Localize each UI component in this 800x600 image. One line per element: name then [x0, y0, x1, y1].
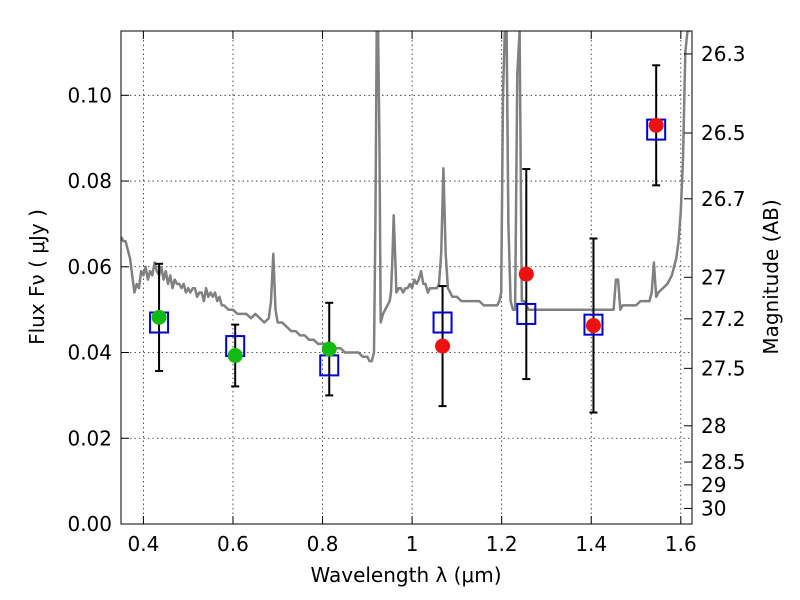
- y-axis-title: Flux Fν ( μJy ): [25, 209, 49, 345]
- y-tick-label: 0.00: [67, 512, 112, 536]
- y-tick-label: 0.06: [67, 255, 112, 279]
- model-flux-box: [583, 313, 604, 336]
- right-tick-label: 27.5: [701, 356, 746, 380]
- y-tick-label: 0.02: [67, 426, 112, 450]
- optical-observed-point: [321, 341, 337, 357]
- right-tick-label: 27: [701, 265, 726, 289]
- x-tick-label: 1.4: [575, 532, 607, 556]
- right-tick-label: 30: [701, 496, 726, 520]
- x-tick-label: 0.8: [307, 532, 339, 556]
- x-tick-label: 1: [406, 532, 419, 556]
- ir-observed-point: [518, 266, 534, 282]
- y-tick-labels: 0.00 0.02 0.04 0.06 0.08 0.10: [67, 83, 112, 536]
- model-flux-box: [516, 302, 537, 325]
- right-tick-label: 26.5: [701, 121, 746, 145]
- x-tick-label: 0.6: [217, 532, 249, 556]
- right-tick-label: 28: [701, 414, 726, 438]
- right-tick-label: 28.5: [701, 450, 746, 474]
- plot-frame: [120, 30, 693, 525]
- ir-observed-point: [585, 318, 601, 334]
- y-tick-label: 0.10: [67, 83, 112, 107]
- optical-observed-point: [151, 309, 167, 325]
- right-tick-label: 29: [701, 473, 726, 497]
- model-spectrum-line: [121, 31, 690, 363]
- right-tick-label: 26.7: [701, 187, 746, 211]
- x-tick-label: 1.2: [486, 532, 518, 556]
- ir-observed-point: [648, 117, 664, 133]
- model-flux-box: [432, 311, 453, 334]
- x-tick-label: 1.6: [665, 532, 697, 556]
- y-tick-label: 0.04: [67, 341, 112, 365]
- x-tick-label: 0.4: [127, 532, 159, 556]
- optical-observed-point: [227, 348, 243, 364]
- x-tick-labels: 0.4 0.6 0.8 1 1.2 1.4 1.6: [127, 532, 696, 556]
- right-axis-title: Magnitude (AB): [759, 199, 783, 354]
- grid-lines: [121, 31, 692, 524]
- right-tick-label: 27.2: [701, 307, 746, 331]
- ir-observed-point: [435, 338, 451, 354]
- plot-content: [121, 31, 690, 414]
- x-axis-title: Wavelength λ (μm): [310, 563, 501, 587]
- y-tick-label: 0.08: [67, 169, 112, 193]
- right-tick-label: 26.3: [701, 42, 746, 66]
